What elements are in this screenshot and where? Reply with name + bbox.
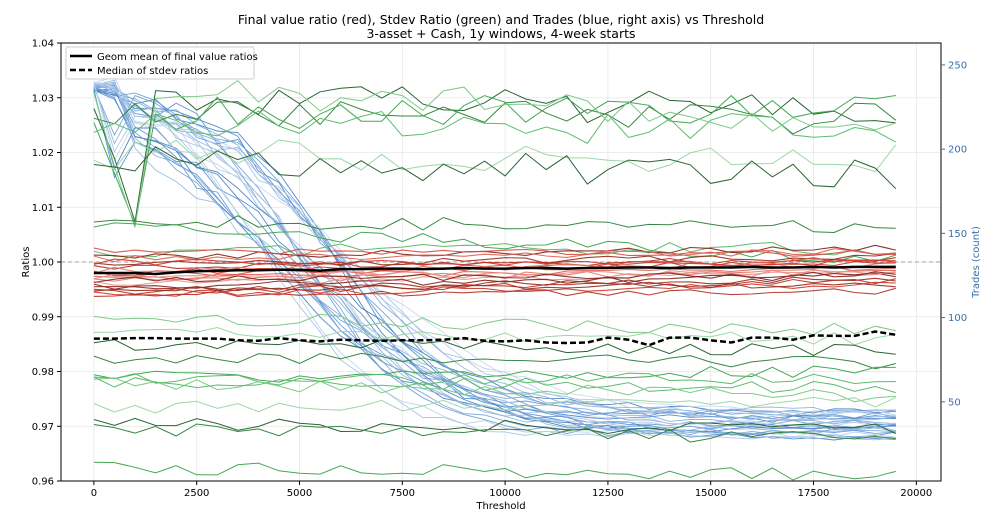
value-ratio-line — [93, 269, 896, 280]
value-ratio-line — [93, 258, 896, 267]
summary-series-group — [93, 265, 896, 347]
stdev-ratio-line — [93, 222, 896, 263]
stdev-ratio-line — [93, 86, 896, 222]
x-tick-label: 2500 — [184, 488, 209, 499]
legend-label-geom-mean: Geom mean of final value ratios — [97, 52, 258, 63]
median-stdev-line — [93, 330, 896, 347]
value-ratio-line — [93, 282, 896, 292]
y-tick-label: 0.99 — [32, 312, 54, 323]
value-ratio-line — [93, 281, 896, 297]
y-axis-left: 0.96 0.97 0.98 0.99 1.00 1.01 1.02 1.03 1.04 — [32, 39, 61, 488]
value-ratio-line — [93, 247, 896, 257]
trades-line — [93, 83, 896, 440]
value-ratio-line — [93, 287, 896, 298]
value-ratio-line — [93, 244, 896, 260]
x-tick-label: 10000 — [489, 488, 521, 499]
y-tick-label: 0.97 — [32, 422, 54, 433]
stdev-ratio-line — [93, 396, 897, 414]
y2-tick-label: 200 — [948, 145, 967, 156]
y2-tick-label: 100 — [948, 313, 967, 324]
y2-tick-label: 250 — [948, 60, 967, 71]
trades-line — [93, 82, 896, 416]
stdev-ratio-line — [93, 146, 897, 189]
x-tick-label: 20000 — [900, 488, 932, 499]
stdev-ratio-line — [93, 215, 896, 234]
trades-line — [93, 88, 896, 438]
stdev-ratio-line — [93, 365, 896, 383]
trades-line — [93, 81, 896, 415]
stdev-ratio-line — [93, 326, 896, 346]
trades-line — [93, 82, 896, 427]
value-ratio-line — [93, 252, 896, 266]
stdev-ratio-line — [93, 100, 897, 135]
x-axis-label: Threshold — [475, 501, 525, 512]
y-tick-label: 1.03 — [32, 93, 54, 104]
value-ratio-series-group — [93, 244, 896, 298]
x-tick-label: 7500 — [390, 488, 415, 499]
stdev-ratio-line — [93, 339, 896, 356]
stdev-ratio-line — [93, 372, 896, 389]
value-ratio-line — [93, 248, 896, 263]
y-axis-label: Ratios — [21, 247, 32, 278]
trades-line — [93, 84, 896, 419]
trades-line — [93, 86, 896, 425]
stdev-ratio-line — [93, 241, 896, 258]
value-ratio-line — [93, 257, 896, 277]
y-tick-label: 1.04 — [32, 39, 54, 50]
y2-tick-label: 50 — [948, 397, 961, 408]
x-tick-label: 15000 — [695, 488, 727, 499]
y-tick-label: 0.98 — [32, 367, 54, 378]
x-tick-label: 0 — [91, 488, 97, 499]
x-axis: 0 2500 5000 7500 10000 12500 15000 17500 20000 — [91, 481, 932, 499]
y-tick-label: 1.01 — [32, 203, 54, 214]
y-tick-label: 1.00 — [32, 258, 54, 269]
stdev-ratio-line — [93, 373, 896, 394]
stdev-ratio-line — [93, 352, 896, 370]
stdev-ratio-line — [93, 110, 897, 144]
x-tick-label: 17500 — [798, 488, 830, 499]
stdev-ratio-line — [93, 423, 896, 443]
trades-line — [93, 89, 896, 431]
stdev-ratio-line — [93, 377, 896, 403]
legend: Geom mean of final value ratios Median o… — [65, 46, 258, 80]
trades-line — [93, 91, 896, 414]
stdev-ratio-line — [93, 79, 896, 228]
stdev-ratio-line — [93, 461, 896, 481]
trades-line — [93, 82, 896, 417]
y2-tick-label: 150 — [948, 229, 967, 240]
stdev-ratio-line — [93, 313, 896, 336]
stdev-ratio-line — [93, 139, 897, 173]
y2-axis-label: Trades (count) — [971, 226, 982, 299]
geom-mean-line — [93, 265, 896, 276]
trades-line — [93, 85, 896, 433]
x-tick-label: 12500 — [592, 488, 624, 499]
trades-line — [93, 88, 896, 423]
y-tick-label: 0.96 — [32, 477, 54, 488]
y-axis-right: 50 100 150 200 250 — [941, 60, 967, 408]
value-ratio-line — [93, 278, 896, 295]
chart-subtitle: 3-asset + Cash, 1y windows, 4-week start… — [366, 26, 635, 41]
chart-title: Final value ratio (red), Stdev Ratio (gr… — [238, 12, 764, 27]
trades-line — [93, 79, 896, 441]
x-tick-label: 5000 — [287, 488, 312, 499]
stdev-ratio-line — [93, 94, 896, 227]
y-tick-label: 1.02 — [32, 148, 54, 159]
stdev-ratio-series-group — [93, 79, 897, 481]
value-ratio-line — [93, 272, 896, 290]
stdev-ratio-line — [93, 417, 897, 435]
value-ratio-line — [93, 271, 896, 284]
legend-box — [65, 46, 255, 80]
legend-label-median-stdev: Median of stdev ratios — [97, 66, 208, 77]
